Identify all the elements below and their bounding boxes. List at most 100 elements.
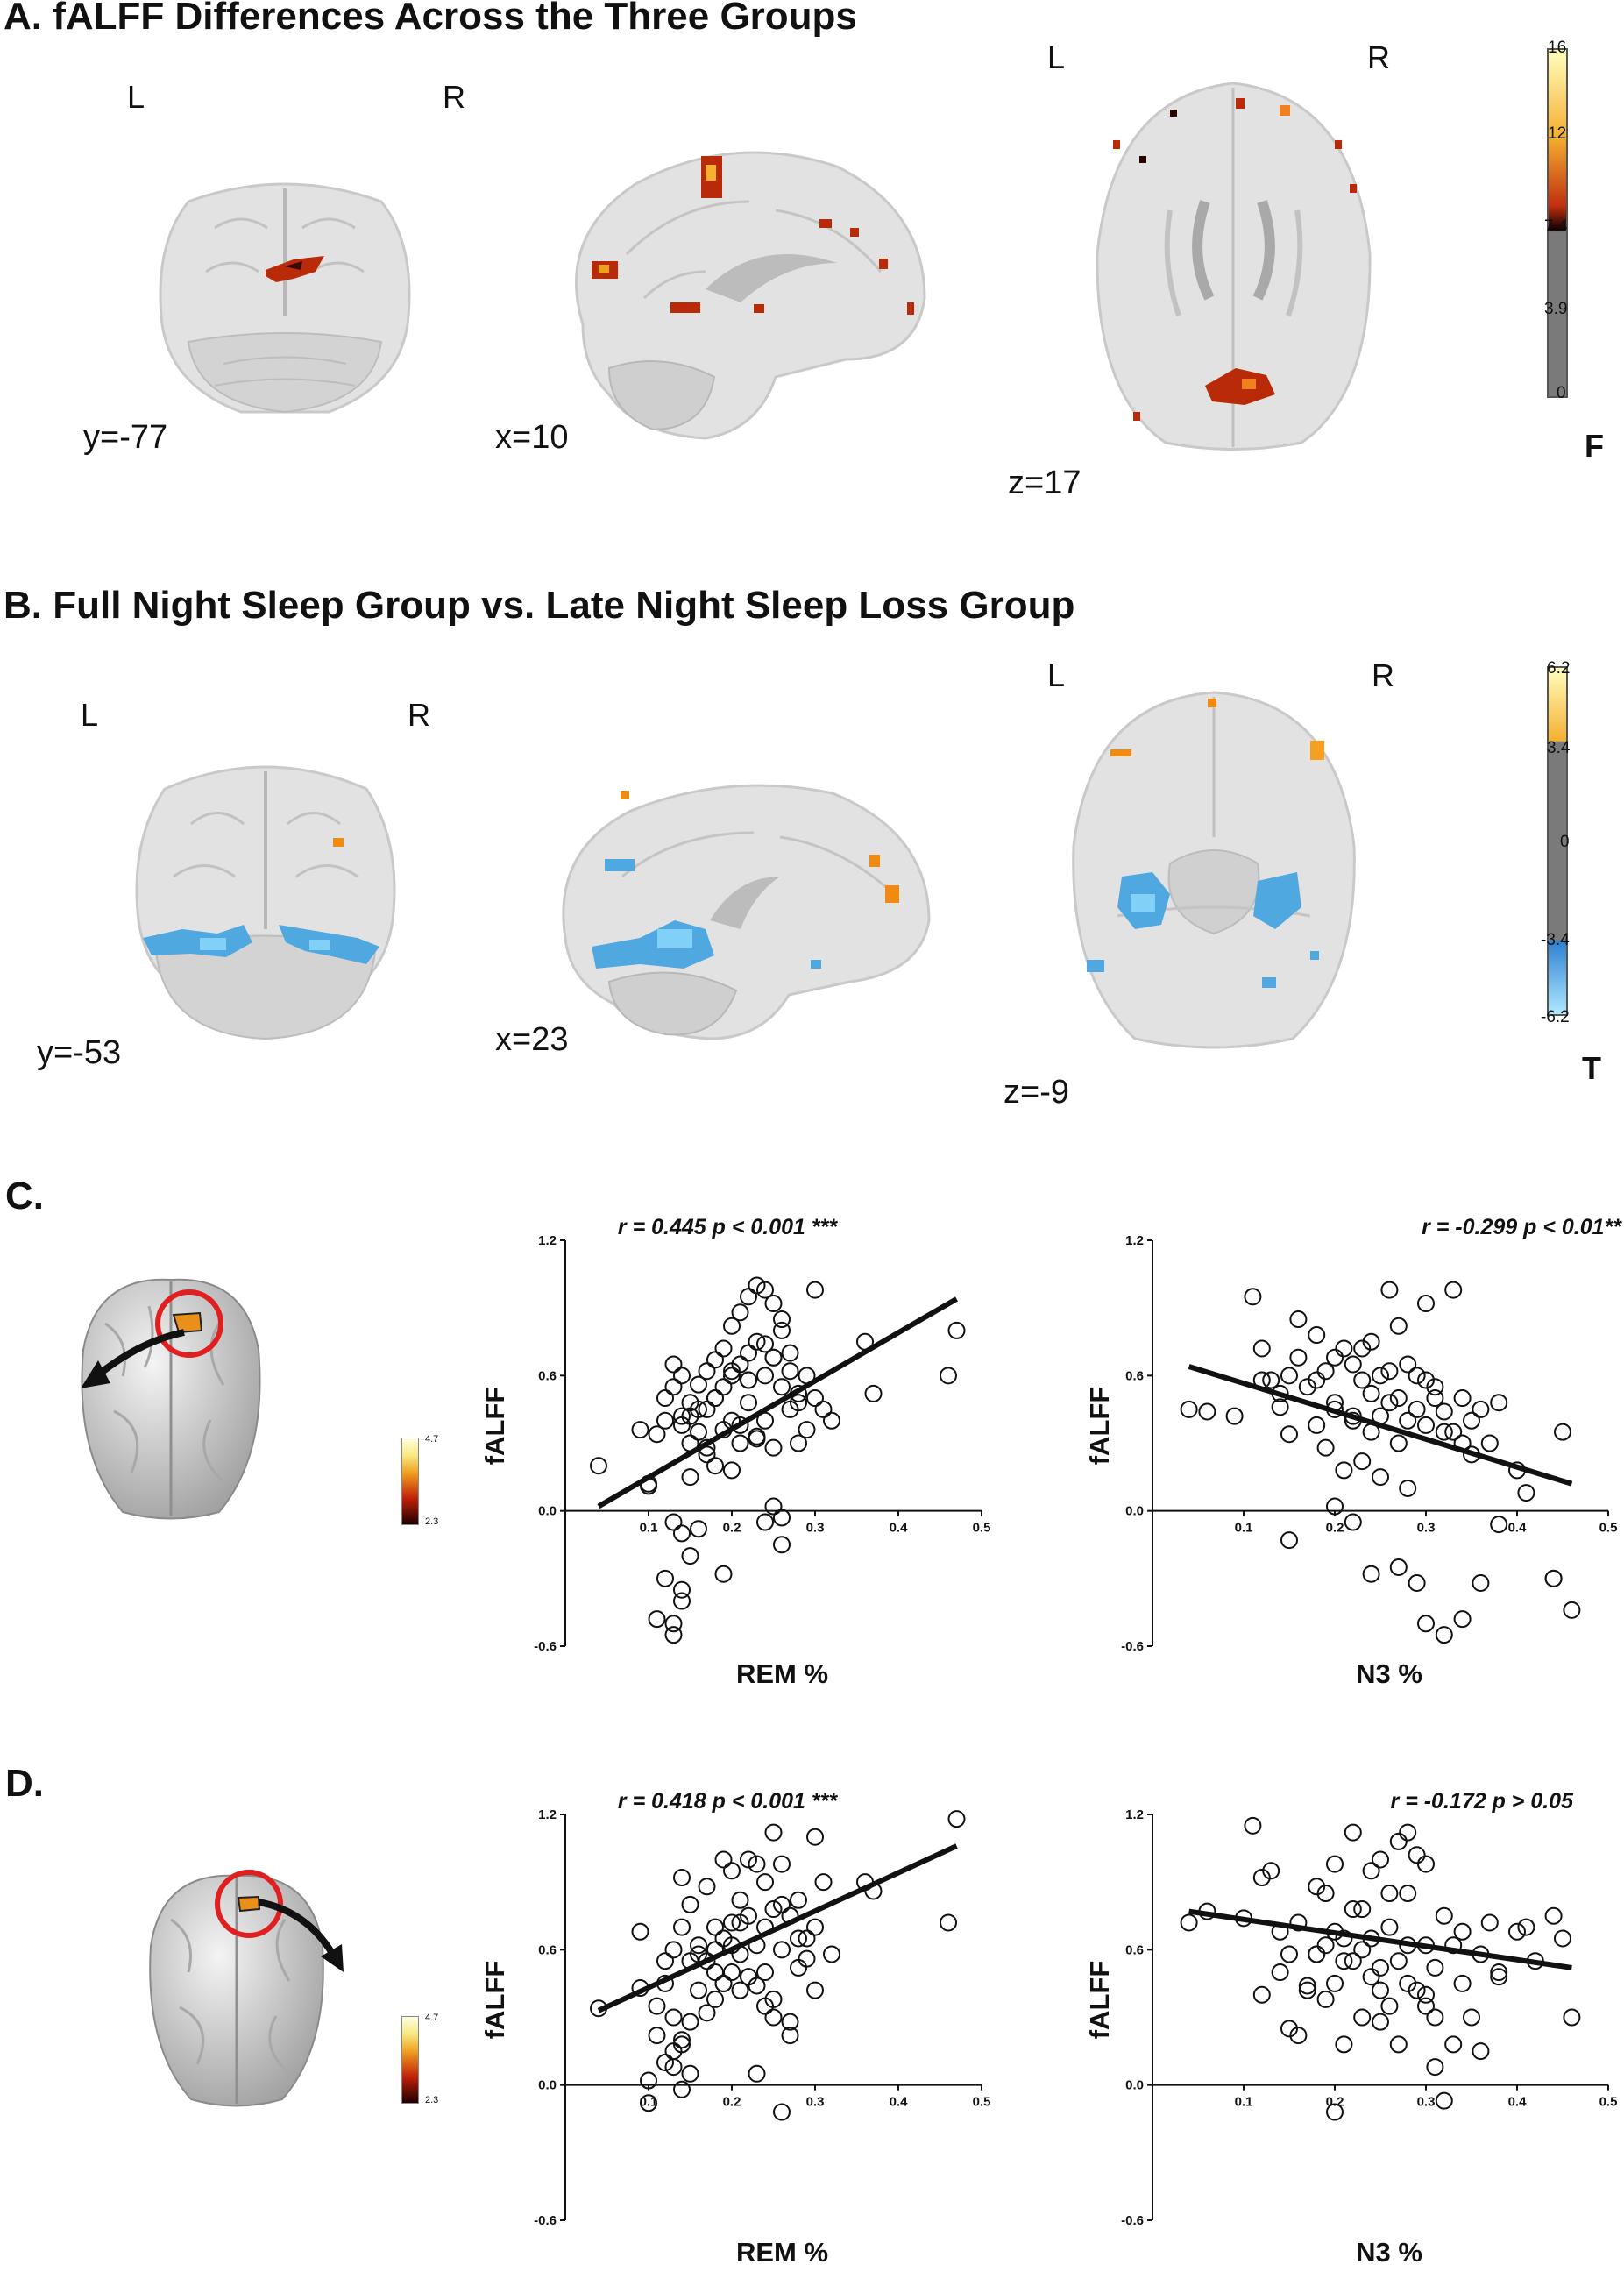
- x-tick-label: 0.3: [806, 1521, 825, 1536]
- data-point: [814, 1400, 833, 1418]
- slice-coordinate: x=10: [495, 419, 569, 456]
- data-point: [1372, 1958, 1389, 1977]
- data-point: [731, 1913, 749, 1932]
- data-point: [681, 1895, 699, 1913]
- data-point: [1472, 1400, 1490, 1418]
- axial-slice-a: [1096, 82, 1372, 451]
- data-point: [681, 1547, 699, 1565]
- data-point: [814, 1873, 833, 1892]
- data-point: [1344, 1355, 1362, 1374]
- data-point: [1426, 1389, 1444, 1408]
- x-axis-label: N3 %: [1356, 1658, 1422, 1689]
- data-point: [656, 1389, 674, 1408]
- regression-line: [1188, 1364, 1573, 1487]
- data-point: [681, 2064, 699, 2083]
- data-point: [756, 1513, 774, 1531]
- data-point: [714, 1339, 733, 1358]
- data-point: [673, 1918, 691, 1936]
- arrow-icon: [258, 1899, 344, 1972]
- data-point: [790, 1394, 807, 1412]
- data-point: [756, 1367, 774, 1385]
- data-point: [1408, 1400, 1426, 1418]
- data-point: [773, 1941, 791, 1959]
- data-point: [1508, 1922, 1526, 1941]
- data-point: [781, 1344, 799, 1362]
- colorbar-tick: -6.2: [1541, 1008, 1570, 1026]
- correlation-stat: r = 0.445 p < 0.001 ***: [618, 1215, 838, 1239]
- regression-line: [597, 1843, 958, 2013]
- data-point: [1335, 1339, 1353, 1358]
- data-point: [764, 1900, 783, 1919]
- panel-d-label: D.: [5, 1762, 44, 1805]
- y-tick-label: 0.6: [538, 1368, 557, 1383]
- data-point: [1225, 1407, 1244, 1425]
- data-point: [1344, 1823, 1362, 1842]
- data-point: [756, 1281, 774, 1299]
- data-point: [1308, 1878, 1326, 1896]
- data-point: [698, 2004, 716, 2022]
- coronal-slice-b: [135, 765, 396, 1040]
- data-point: [673, 1407, 691, 1425]
- x-tick-label: 0.5: [1599, 1521, 1618, 1536]
- data-point: [656, 1569, 674, 1587]
- panel-c-label: C.: [5, 1175, 44, 1218]
- data-point: [1389, 1317, 1408, 1335]
- data-point: [740, 1850, 757, 1869]
- colorbar-b: [1547, 666, 1568, 1016]
- mini-colorbar-c: [401, 1438, 419, 1525]
- data-point: [1262, 1862, 1280, 1880]
- data-point: [690, 1423, 707, 1441]
- data-point: [1316, 1362, 1335, 1381]
- data-point: [690, 1375, 707, 1394]
- data-point: [1372, 2013, 1389, 2031]
- data-point: [1380, 1394, 1399, 1412]
- slice-coordinate: y=-53: [37, 1034, 122, 1071]
- data-point: [640, 2094, 657, 2112]
- data-point: [1389, 1832, 1408, 1850]
- data-point: [773, 2103, 791, 2121]
- data-point: [1244, 1816, 1262, 1835]
- x-tick-label: 0.5: [973, 2095, 991, 2110]
- data-point: [1453, 1974, 1472, 1992]
- slice-coordinate: z=-9: [1003, 1074, 1069, 1111]
- data-point: [664, 2008, 683, 2027]
- data-point: [1252, 1985, 1271, 2004]
- data-point: [773, 1321, 791, 1339]
- data-point: [723, 1461, 741, 1480]
- colorbar-tick: 12: [1548, 124, 1567, 143]
- data-point: [806, 1281, 824, 1299]
- y-axis-label: fALFF: [479, 1961, 510, 2040]
- y-axis-label: fALFF: [479, 1387, 510, 1466]
- data-point: [1271, 1398, 1289, 1416]
- data-point: [723, 1367, 741, 1385]
- data-point: [806, 1918, 824, 1936]
- data-point: [656, 1411, 674, 1430]
- data-point: [673, 1367, 691, 1385]
- data-point: [731, 1416, 749, 1434]
- data-point: [1353, 1371, 1372, 1389]
- y-tick-label: 0.0: [538, 2078, 557, 2093]
- data-point: [723, 1862, 741, 1880]
- data-point: [640, 2071, 657, 2090]
- data-point: [764, 2008, 783, 2027]
- data-point: [764, 1348, 783, 1367]
- mini-colorbar-d: [401, 2016, 419, 2104]
- data-point: [748, 1332, 766, 1351]
- data-point: [1362, 1565, 1380, 1583]
- data-point: [1417, 1371, 1435, 1389]
- data-point: [1344, 1952, 1362, 1970]
- data-point: [1198, 1402, 1216, 1421]
- data-point: [1280, 1367, 1298, 1385]
- data-point: [1308, 1945, 1326, 1963]
- data-point: [1308, 1371, 1326, 1389]
- data-point: [1490, 1963, 1508, 1982]
- data-point: [1408, 1981, 1426, 1999]
- slice-coordinate: y=-77: [83, 419, 168, 456]
- panel-a-title: A. fALFF Differences Across the Three Gr…: [4, 0, 857, 38]
- x-tick-label: 0.4: [1508, 2095, 1528, 2110]
- data-point: [1544, 1569, 1563, 1587]
- data-point: [1554, 1423, 1571, 1441]
- y-axis-label: fALFF: [1084, 1387, 1115, 1466]
- data-point: [1399, 1479, 1417, 1497]
- colorbar-tick: 4.7: [425, 2013, 439, 2023]
